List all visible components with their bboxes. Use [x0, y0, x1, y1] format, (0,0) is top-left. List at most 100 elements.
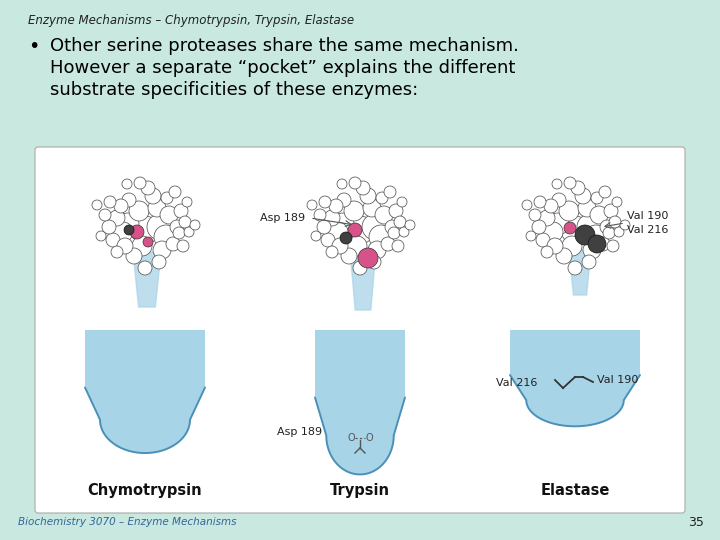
Circle shape: [582, 255, 596, 269]
Circle shape: [317, 220, 331, 234]
Text: Asp 189: Asp 189: [277, 427, 322, 437]
Circle shape: [394, 216, 406, 228]
Circle shape: [160, 206, 178, 224]
Circle shape: [526, 231, 536, 241]
Circle shape: [122, 193, 136, 207]
Circle shape: [152, 255, 166, 269]
Circle shape: [141, 181, 155, 195]
Text: Biochemistry 3070 – Enzyme Mechanisms: Biochemistry 3070 – Enzyme Mechanisms: [18, 517, 236, 527]
Circle shape: [388, 227, 400, 239]
Circle shape: [346, 216, 374, 244]
Circle shape: [543, 222, 563, 242]
Circle shape: [356, 181, 370, 195]
Circle shape: [369, 225, 393, 249]
Circle shape: [564, 222, 576, 234]
Text: Elastase: Elastase: [540, 483, 610, 498]
Circle shape: [612, 197, 622, 207]
Text: Val 190: Val 190: [597, 375, 639, 385]
Text: Chymotrypsin: Chymotrypsin: [88, 483, 202, 498]
Text: Val 190: Val 190: [627, 211, 668, 221]
Circle shape: [552, 193, 566, 207]
Circle shape: [145, 188, 161, 204]
Circle shape: [130, 225, 144, 239]
Circle shape: [556, 248, 572, 264]
Circle shape: [99, 209, 111, 221]
Circle shape: [367, 255, 381, 269]
Circle shape: [575, 188, 591, 204]
Circle shape: [360, 188, 376, 204]
Circle shape: [600, 220, 614, 234]
Circle shape: [522, 200, 532, 210]
Text: O: O: [347, 433, 355, 443]
Circle shape: [584, 225, 608, 249]
Circle shape: [358, 248, 378, 268]
Circle shape: [147, 214, 173, 240]
Circle shape: [328, 222, 348, 242]
Circle shape: [341, 248, 357, 264]
Text: Other serine proteases share the same mechanism.: Other serine proteases share the same me…: [50, 37, 519, 55]
Polygon shape: [510, 330, 640, 426]
Circle shape: [104, 196, 116, 208]
Circle shape: [319, 196, 331, 208]
Polygon shape: [315, 330, 405, 475]
Text: However a separate “pocket” explains the different: However a separate “pocket” explains the…: [50, 59, 516, 77]
Circle shape: [385, 220, 399, 234]
Text: substrate specificities of these enzymes:: substrate specificities of these enzymes…: [50, 81, 418, 99]
Circle shape: [96, 231, 106, 241]
Circle shape: [389, 204, 403, 218]
Circle shape: [583, 241, 601, 259]
Circle shape: [577, 214, 603, 240]
Circle shape: [324, 210, 340, 226]
Circle shape: [405, 220, 415, 230]
Circle shape: [114, 199, 128, 213]
Circle shape: [122, 179, 132, 189]
Circle shape: [129, 201, 149, 221]
Circle shape: [552, 179, 562, 189]
Circle shape: [337, 193, 351, 207]
Circle shape: [561, 216, 589, 244]
Circle shape: [568, 261, 582, 275]
Circle shape: [321, 233, 335, 247]
Circle shape: [311, 231, 321, 241]
Circle shape: [173, 227, 185, 239]
FancyBboxPatch shape: [35, 147, 685, 513]
Circle shape: [564, 177, 576, 189]
Polygon shape: [85, 330, 205, 453]
Circle shape: [392, 240, 404, 252]
Circle shape: [337, 179, 347, 189]
Circle shape: [607, 240, 619, 252]
Circle shape: [332, 238, 348, 254]
Text: Asp 189: Asp 189: [260, 213, 305, 223]
Circle shape: [169, 186, 181, 198]
Circle shape: [559, 201, 579, 221]
Circle shape: [353, 261, 367, 275]
Circle shape: [138, 261, 152, 275]
Circle shape: [340, 232, 352, 244]
Circle shape: [106, 233, 120, 247]
Circle shape: [347, 236, 367, 256]
Polygon shape: [133, 252, 161, 307]
Polygon shape: [350, 250, 376, 310]
Circle shape: [534, 196, 546, 208]
Circle shape: [117, 238, 133, 254]
Circle shape: [368, 241, 386, 259]
Circle shape: [182, 197, 192, 207]
Circle shape: [541, 246, 553, 258]
Circle shape: [326, 246, 338, 258]
Circle shape: [143, 237, 153, 247]
Text: O: O: [365, 433, 373, 443]
Circle shape: [148, 199, 166, 217]
Circle shape: [161, 192, 173, 204]
Circle shape: [539, 210, 555, 226]
Circle shape: [590, 206, 608, 224]
Circle shape: [153, 241, 171, 259]
Circle shape: [329, 199, 343, 213]
Circle shape: [591, 192, 603, 204]
Circle shape: [596, 237, 610, 251]
Circle shape: [575, 225, 595, 245]
Circle shape: [117, 213, 139, 235]
Circle shape: [604, 204, 618, 218]
Circle shape: [307, 200, 317, 210]
Circle shape: [544, 199, 558, 213]
Circle shape: [588, 235, 606, 253]
